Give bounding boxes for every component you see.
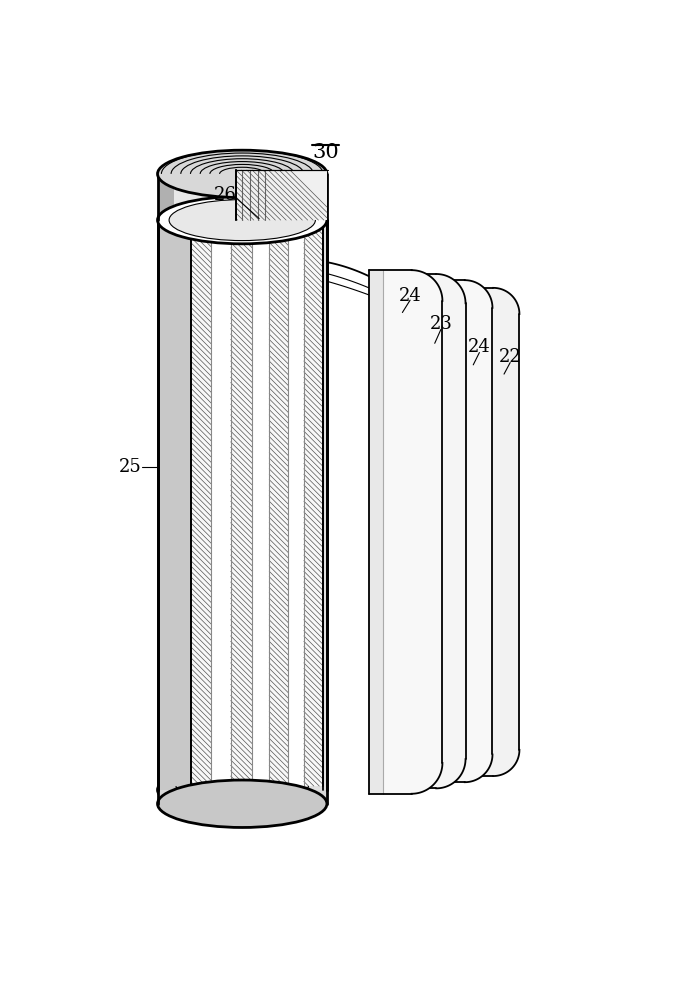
Polygon shape xyxy=(158,220,327,790)
Polygon shape xyxy=(158,174,174,220)
Polygon shape xyxy=(370,270,442,794)
Polygon shape xyxy=(431,280,493,782)
Polygon shape xyxy=(230,226,253,786)
Polygon shape xyxy=(431,280,445,782)
Polygon shape xyxy=(236,170,327,220)
Polygon shape xyxy=(212,226,230,786)
Ellipse shape xyxy=(158,766,327,814)
Polygon shape xyxy=(289,226,304,786)
Text: 30: 30 xyxy=(312,143,339,162)
Polygon shape xyxy=(269,226,289,786)
Text: 26: 26 xyxy=(214,186,237,204)
Ellipse shape xyxy=(169,200,316,241)
Text: 24: 24 xyxy=(399,287,421,305)
Polygon shape xyxy=(370,270,383,794)
Polygon shape xyxy=(466,288,480,776)
Polygon shape xyxy=(400,274,414,788)
Polygon shape xyxy=(313,174,327,220)
Text: 23: 23 xyxy=(430,315,453,333)
Ellipse shape xyxy=(158,150,327,198)
Polygon shape xyxy=(158,790,327,804)
Ellipse shape xyxy=(158,196,327,244)
Polygon shape xyxy=(253,226,269,786)
Polygon shape xyxy=(190,226,212,786)
Polygon shape xyxy=(158,220,173,790)
Polygon shape xyxy=(158,174,327,220)
Text: 24: 24 xyxy=(468,338,491,356)
Polygon shape xyxy=(323,220,327,790)
Text: 22: 22 xyxy=(499,348,522,366)
Polygon shape xyxy=(190,226,323,786)
Polygon shape xyxy=(316,220,327,790)
Polygon shape xyxy=(304,226,323,786)
Polygon shape xyxy=(466,288,520,776)
Text: 25: 25 xyxy=(119,458,142,476)
Ellipse shape xyxy=(158,780,327,827)
Polygon shape xyxy=(400,274,466,788)
Polygon shape xyxy=(158,220,190,790)
